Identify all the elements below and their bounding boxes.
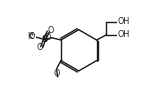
- Text: K: K: [27, 32, 33, 41]
- Text: OH: OH: [118, 30, 130, 39]
- Text: O: O: [53, 69, 60, 78]
- Text: O: O: [44, 33, 50, 42]
- Text: O: O: [47, 26, 54, 35]
- Text: +: +: [30, 32, 35, 37]
- Text: O: O: [36, 44, 43, 52]
- Text: O: O: [29, 32, 35, 41]
- Text: S: S: [41, 35, 48, 44]
- Text: OH: OH: [118, 17, 130, 26]
